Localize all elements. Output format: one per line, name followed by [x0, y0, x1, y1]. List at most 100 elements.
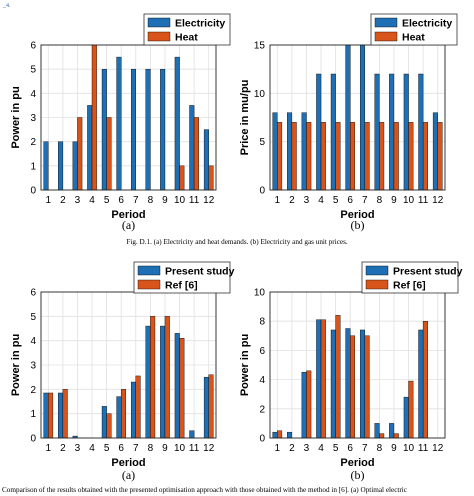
bar-electricity	[403, 73, 409, 191]
bar-ref-6	[277, 430, 283, 439]
x-tick-label: 9	[162, 195, 168, 206]
legend-label: Present study	[393, 266, 463, 278]
bar-present-study	[418, 329, 424, 439]
bar-ref-6	[48, 392, 54, 439]
bar-heat	[106, 117, 112, 191]
legend-swatch	[137, 265, 161, 276]
bar-ref-6	[179, 338, 185, 439]
x-tick-label: 12	[432, 443, 444, 454]
y-tick-label: 5	[30, 65, 36, 76]
x-axis-label: Period	[340, 209, 374, 221]
bar-present-study	[345, 328, 351, 439]
bar-ref-6	[350, 335, 356, 439]
bar-heat	[379, 122, 385, 191]
x-tick-label: 2	[289, 443, 295, 454]
x-tick-label: 3	[304, 195, 310, 206]
bar-ref-6	[393, 433, 399, 439]
x-tick-label: 1	[275, 443, 281, 454]
y-tick-label: 4	[30, 89, 36, 100]
panel-label: (a)	[122, 218, 135, 232]
y-tick-label: 3	[30, 113, 36, 124]
bar-present-study	[189, 430, 195, 439]
legend: Present study Ref [6]	[361, 261, 463, 294]
bar-heat	[437, 122, 443, 191]
x-tick-label: 4	[318, 443, 324, 454]
bar-electricity	[389, 73, 395, 191]
legend-swatch	[137, 279, 161, 290]
figure-caption-comparison: Comparison of the results obtained with …	[2, 486, 407, 494]
legend-label: Electricity	[402, 18, 452, 30]
x-tick-label: 11	[189, 443, 200, 454]
bar-heat	[364, 122, 370, 191]
x-tick-label: 5	[104, 195, 110, 206]
bar-ref-6	[335, 315, 341, 439]
bar-electricity	[287, 112, 293, 191]
bar-present-study	[403, 396, 409, 439]
bar-electricity	[116, 56, 122, 191]
header-fragment: _4.	[2, 3, 11, 9]
x-tick-label: 4	[89, 195, 95, 206]
y-tick-label: 1	[30, 161, 36, 172]
x-tick-label: 2	[289, 195, 295, 206]
bar-electricity	[330, 73, 336, 191]
x-tick-label: 10	[174, 195, 186, 206]
bar-electricity	[301, 112, 307, 191]
plot-area	[270, 292, 445, 438]
x-tick-label: 5	[333, 443, 339, 454]
bar-present-study	[203, 376, 209, 439]
x-tick-label: 12	[203, 195, 215, 206]
bar-heat	[335, 122, 341, 191]
x-tick-label: 10	[174, 443, 186, 454]
bar-ref-6	[422, 321, 428, 439]
bar-electricity	[160, 68, 166, 191]
y-tick-label: 3	[30, 361, 36, 372]
y-tick-label: 10	[254, 288, 266, 299]
x-tick-label: 12	[203, 443, 215, 454]
bar-heat	[193, 117, 199, 191]
x-tick-label: 9	[162, 443, 168, 454]
legend: Electricity Heat	[370, 13, 458, 46]
panel-label: (b)	[351, 218, 365, 232]
bar-present-study	[389, 423, 395, 439]
bar-electricity	[359, 44, 365, 191]
legend-swatch	[147, 31, 171, 42]
x-tick-label: 7	[362, 443, 368, 454]
x-tick-label: 7	[362, 195, 368, 206]
bar-electricity	[203, 129, 209, 191]
y-tick-label: 8	[259, 317, 265, 328]
bar-electricity	[43, 141, 49, 191]
legend-label: Ref [6]	[393, 280, 426, 292]
bar-present-study	[130, 381, 136, 439]
bar-heat	[320, 122, 326, 191]
legend-swatch	[365, 279, 389, 290]
legend-swatch	[365, 265, 389, 276]
bar-heat	[179, 165, 185, 191]
y-tick-label: 0	[30, 186, 36, 197]
bar-electricity	[272, 112, 278, 191]
y-tick-label: 4	[30, 336, 36, 347]
bar-heat	[77, 117, 83, 191]
bar-present-study	[330, 329, 336, 439]
bar-ref-6	[306, 370, 312, 439]
bar-ref-6	[106, 413, 112, 439]
legend-swatch	[374, 17, 398, 28]
x-tick-label: 3	[75, 195, 81, 206]
bar-present-study	[174, 333, 180, 439]
x-axis-label: Period	[111, 209, 145, 221]
bar-electricity	[432, 112, 438, 191]
axes-frame	[269, 44, 446, 191]
x-tick-label: 5	[104, 443, 110, 454]
legend-label: Present study	[165, 266, 235, 278]
bar-present-study	[301, 372, 307, 439]
x-tick-label: 9	[391, 195, 397, 206]
bar-present-study	[43, 392, 49, 439]
bar-ref-6	[62, 389, 68, 439]
bar-present-study	[116, 396, 122, 439]
bar-electricity	[418, 73, 424, 191]
y-tick-label: 0	[30, 434, 36, 445]
bar-present-study	[374, 423, 380, 439]
x-tick-label: 6	[118, 195, 124, 206]
y-tick-label: 6	[30, 41, 36, 52]
panel-label: (a)	[122, 468, 135, 482]
